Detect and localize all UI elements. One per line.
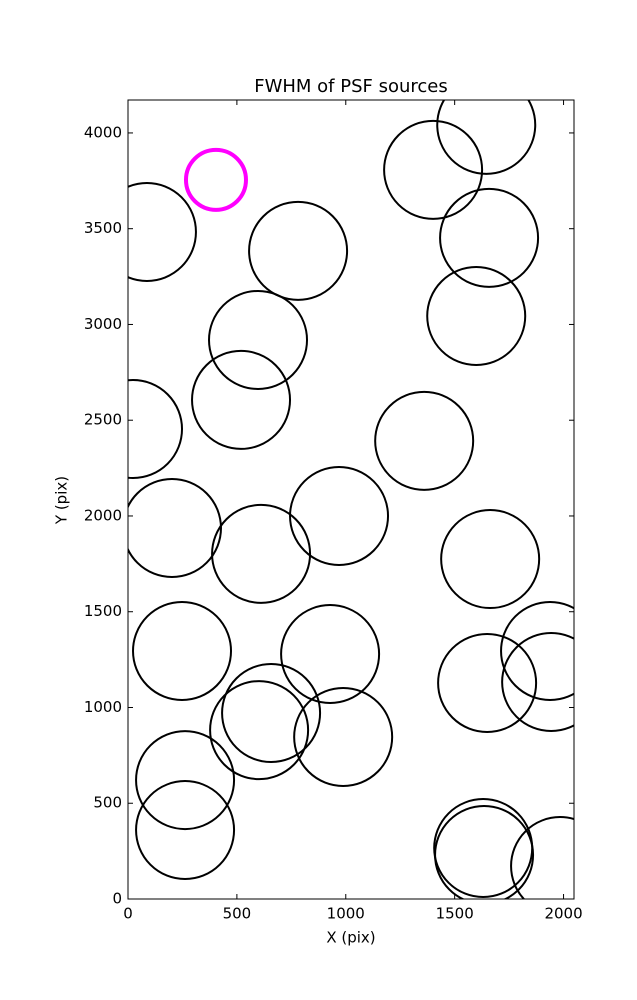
marker bbox=[135, 780, 236, 881]
axes-frame bbox=[127, 99, 575, 900]
marker bbox=[183, 147, 248, 212]
y-tick-label: 500 bbox=[93, 794, 122, 812]
marker bbox=[510, 816, 574, 899]
marker bbox=[439, 187, 540, 288]
y-tick-label: 4000 bbox=[84, 123, 122, 141]
x-tick-label: 1500 bbox=[436, 905, 474, 923]
y-tick-label: 1500 bbox=[84, 602, 122, 620]
marker bbox=[437, 632, 538, 733]
marker bbox=[191, 349, 292, 450]
marker bbox=[440, 509, 541, 610]
marker bbox=[208, 289, 309, 390]
y-tick-label: 0 bbox=[112, 890, 122, 908]
marker bbox=[128, 478, 222, 579]
plot-area bbox=[128, 100, 574, 899]
marker bbox=[280, 604, 381, 705]
marker bbox=[374, 390, 475, 491]
x-axis-label: X (pix) bbox=[326, 929, 375, 947]
chart-title: FWHM of PSF sources bbox=[254, 76, 448, 97]
x-tick-label: 500 bbox=[223, 905, 252, 923]
marker bbox=[426, 266, 527, 367]
marker bbox=[135, 730, 236, 831]
marker bbox=[211, 503, 312, 604]
marker bbox=[434, 804, 535, 899]
marker bbox=[128, 379, 183, 480]
marker bbox=[128, 181, 197, 282]
y-tick-label: 2000 bbox=[84, 506, 122, 524]
marker bbox=[293, 686, 394, 787]
y-tick-label: 1000 bbox=[84, 698, 122, 716]
x-tick-label: 2000 bbox=[544, 905, 582, 923]
y-tick-label: 2500 bbox=[84, 411, 122, 429]
y-axis-label: Y (pix) bbox=[53, 476, 71, 525]
x-tick-label: 0 bbox=[123, 905, 133, 923]
marker bbox=[501, 632, 574, 732]
marker bbox=[289, 465, 390, 566]
marker bbox=[248, 200, 349, 301]
y-tick-label: 3500 bbox=[84, 219, 122, 237]
marker bbox=[500, 601, 574, 701]
marker bbox=[132, 600, 233, 701]
marker bbox=[383, 119, 484, 220]
marker bbox=[221, 663, 322, 764]
y-tick-label: 3000 bbox=[84, 315, 122, 333]
marker bbox=[209, 680, 310, 781]
x-tick-label: 1000 bbox=[327, 905, 365, 923]
marker bbox=[436, 100, 537, 175]
